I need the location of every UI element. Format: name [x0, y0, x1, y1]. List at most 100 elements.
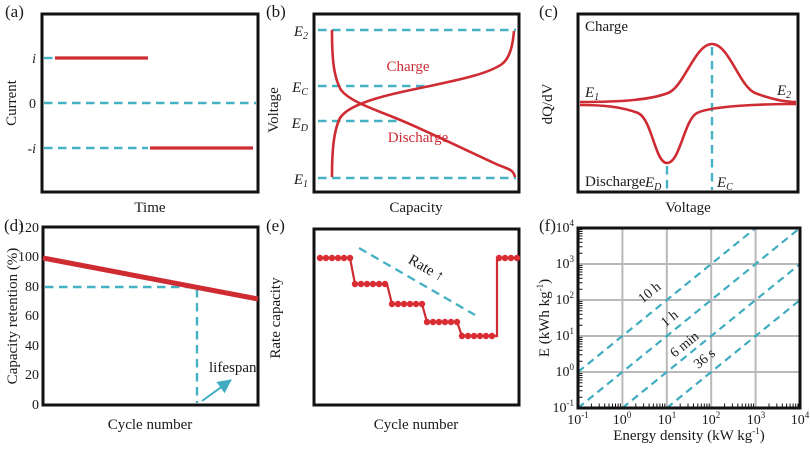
xtick-exp: 1	[672, 410, 677, 420]
c-e2-base: E	[776, 83, 786, 99]
panel-a-frame	[40, 12, 260, 194]
diagonal-10h	[577, 227, 757, 373]
panel-f-letter: (f)	[539, 216, 556, 235]
panel-d-ylabel: Capacity retention (%)	[5, 248, 21, 385]
c-e2-sub: 2	[786, 90, 791, 101]
panel-a-tick-i: i	[32, 52, 36, 67]
panel-c-ec-label: EC	[716, 175, 733, 193]
panel-c-ed-label: ED	[644, 175, 662, 193]
panel-b-ed-label: ED	[291, 116, 309, 134]
panel-d-xlabel: Cycle number	[108, 417, 193, 433]
ec-sub: C	[301, 87, 308, 98]
ytick-base: 10	[556, 257, 570, 272]
f-ylabel-sup: -1	[535, 284, 545, 292]
ytick: 100	[18, 250, 39, 265]
svg-text:100: 100	[613, 410, 632, 428]
ed-sub: D	[300, 123, 309, 134]
panel-c-discharge-label: Discharge	[585, 174, 646, 190]
panel-c-charge-label: Charge	[585, 19, 628, 35]
svg-text:104: 104	[556, 218, 575, 236]
ytick: 40	[25, 339, 39, 354]
xtick-base: 10	[747, 413, 761, 428]
svg-text:10-1: 10-1	[567, 410, 589, 428]
xtick-base: 10	[567, 413, 581, 428]
f-ylabel-post: )	[537, 279, 553, 284]
xtick-exp: 4	[805, 410, 810, 420]
ytick-base: 10	[556, 365, 570, 380]
panel-a-ylabel: Current	[4, 79, 20, 126]
panel-e-xlabel: Cycle number	[374, 417, 459, 433]
ytick-base: 10	[556, 221, 570, 236]
xtick-exp: 0	[627, 410, 632, 420]
panel-e-rate-annotation: Rate ↑	[405, 252, 447, 285]
f-xlabel-pre: Energy density (kW kg	[613, 428, 753, 444]
panel-b-xlabel: Capacity	[389, 200, 443, 216]
panel-a-tick-negi: -i	[27, 142, 36, 157]
xtick-base: 10	[791, 413, 805, 428]
panel-d-ytick-labels: 120 100 80 60 40 20 0	[18, 221, 39, 413]
panel-f-time-diagonals	[577, 227, 801, 409]
panel-f-ytick-labels: 10-1 100 101 102 103 104	[553, 218, 575, 416]
svg-text:101: 101	[658, 410, 677, 428]
ytick-base: 10	[556, 329, 570, 344]
svg-text:103: 103	[556, 254, 575, 272]
svg-text:102: 102	[702, 410, 721, 428]
panel-c-frame	[576, 12, 800, 194]
panel-b-frame	[312, 12, 521, 194]
panel-c-discharge-dip	[579, 102, 797, 165]
panel-e: (e) Rate ↑ Rate capacity Cycle number	[266, 216, 521, 433]
ed-base: E	[291, 116, 301, 132]
panel-f-ylabel: E (kWh kg-1)	[535, 279, 553, 357]
panel-b-letter: (b)	[266, 2, 286, 21]
panel-d-frame	[41, 225, 260, 407]
diagonal-36s	[666, 299, 801, 409]
panel-a-xlabel: Time	[134, 200, 165, 216]
panel-b-e2-label: E2	[293, 24, 308, 42]
ytick-exp: 4	[570, 218, 575, 228]
e2-base: E	[293, 24, 303, 40]
panel-f-xlabel: Energy density (kW kg-1)	[613, 426, 765, 444]
panel-c-xlabel: Voltage	[665, 200, 711, 216]
panel-c-e1-label: E1	[584, 85, 599, 103]
svg-text:104: 104	[791, 410, 810, 428]
panel-f-frame	[576, 226, 802, 410]
ytick: 60	[25, 309, 39, 324]
ytick-exp: 2	[570, 290, 575, 300]
panel-c: (c) Charge Discharge E1 E2 ED EC dQ/dV V…	[539, 2, 800, 216]
xtick-exp: -1	[581, 410, 589, 420]
panel-a-letter: (a)	[5, 2, 24, 21]
svg-text:100: 100	[556, 362, 575, 380]
panel-b-e1-label: E1	[293, 172, 308, 190]
c-ec-base: E	[716, 175, 726, 191]
xtick-exp: 2	[716, 410, 721, 420]
ytick-exp: 0	[570, 362, 575, 372]
c-e1-base: E	[584, 85, 594, 101]
panel-e-letter: (e)	[266, 216, 285, 235]
panel-c-ylabel: dQ/dV	[540, 83, 556, 124]
ytick: 20	[25, 368, 39, 383]
diagonal-6min	[621, 263, 801, 409]
panel-f-gridlines	[578, 228, 800, 408]
panel-c-charge-peak	[579, 42, 797, 104]
ec-base: E	[291, 80, 301, 96]
e1-base: E	[293, 172, 303, 188]
c-ec-sub: C	[726, 182, 733, 193]
panel-b: (b) Charge Discharge E2 EC ED E1 Voltage…	[266, 2, 521, 216]
f-xlabel-post: )	[760, 428, 765, 444]
panel-d: (d) lifespan 120 100 80 60 40 20 0 Capac…	[4, 216, 260, 433]
panel-b-discharge-label: Discharge	[388, 130, 449, 146]
panel-c-letter: (c)	[539, 2, 558, 21]
svg-text:101: 101	[556, 326, 575, 344]
panel-b-ec-label: EC	[291, 80, 308, 98]
panel-e-ylabel: Rate capacity	[268, 277, 284, 359]
c-ed-sub: D	[653, 182, 662, 193]
panel-d-lifespan-label: lifespan	[209, 360, 257, 376]
svg-text:102: 102	[556, 290, 575, 308]
ytick: 0	[32, 398, 39, 413]
ytick-exp: 1	[570, 326, 575, 336]
panel-d-letter: (d)	[4, 216, 24, 235]
panel-c-e2-label: E2	[776, 83, 791, 101]
c-e1-sub: 1	[594, 92, 599, 103]
